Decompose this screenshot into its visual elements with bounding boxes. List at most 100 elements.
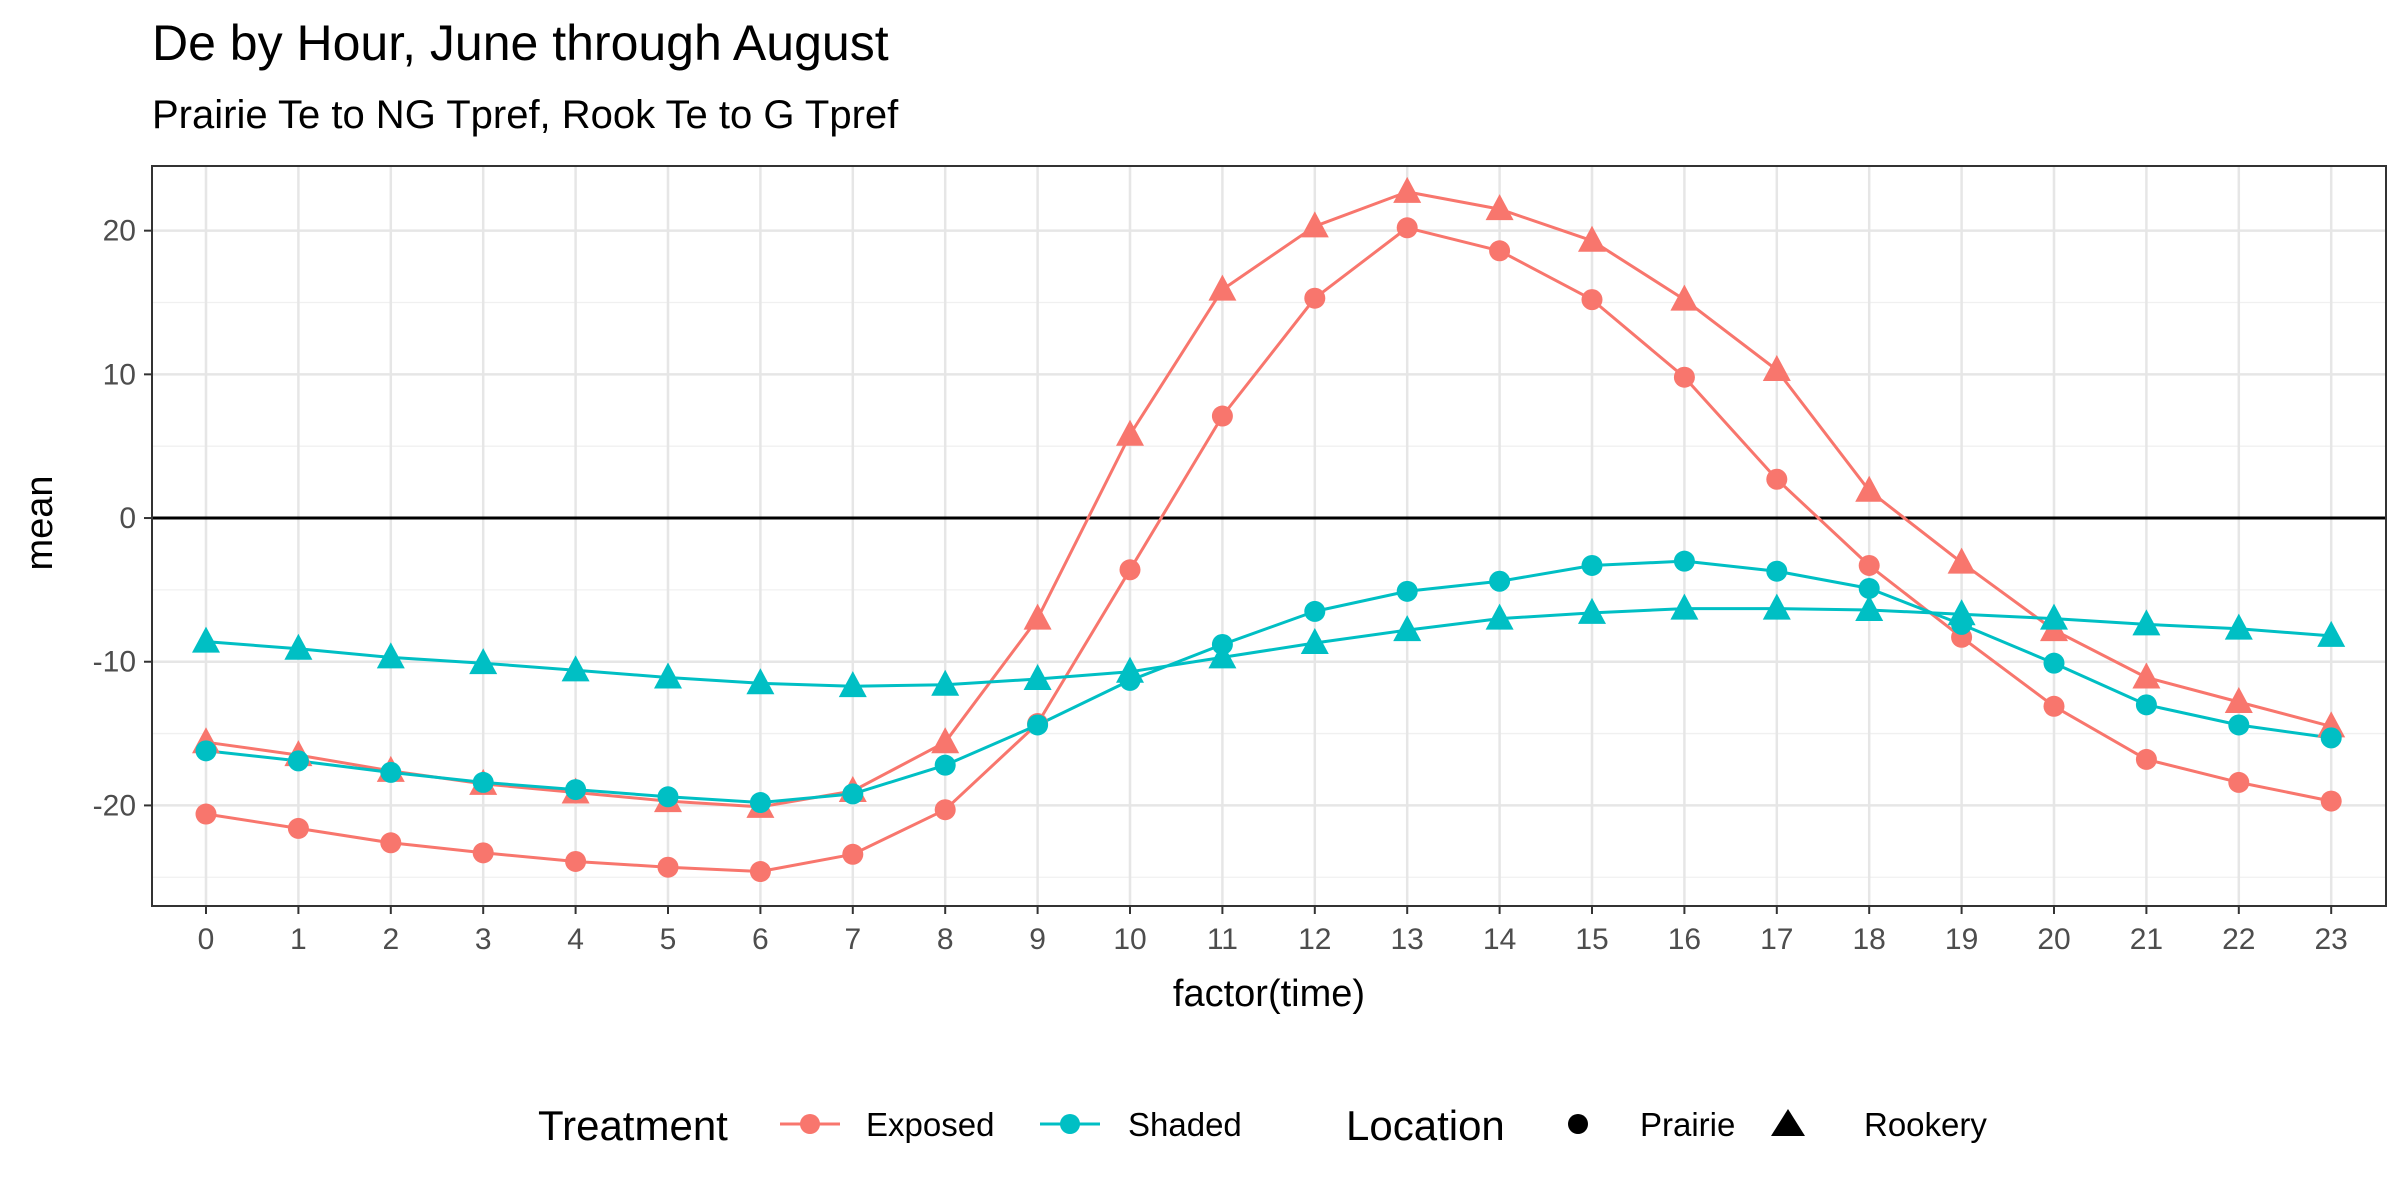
legend-label-shaded: Shaded (1128, 1106, 1242, 1143)
panel-border-rect (151, 165, 2387, 907)
x-tick-label: 8 (937, 923, 954, 956)
point-shaded-prairie-13 (1396, 580, 1418, 602)
point-shaded-rookery-5 (654, 662, 682, 689)
point-shaded-rookery-20 (2040, 603, 2068, 630)
point-shaded-rookery-12 (1300, 628, 1329, 655)
x-tick-label: 6 (752, 923, 769, 956)
legend: Treatment Exposed Shaded Location Prairi… (538, 1102, 1987, 1149)
chart-title: De by Hour, June through August (152, 15, 889, 71)
x-tick-label: 7 (844, 923, 861, 956)
point-exposed-rookery-18 (1855, 475, 1884, 502)
point-shaded-prairie-2 (380, 761, 402, 783)
point-shaded-rookery-9 (1023, 663, 1052, 690)
point-shaded-rookery-18 (1855, 595, 1884, 621)
point-exposed-prairie-18 (1858, 554, 1880, 576)
point-shaded-rookery-3 (469, 648, 498, 675)
point-exposed-prairie-13 (1396, 217, 1418, 239)
x-tick-label: 12 (1298, 923, 1331, 956)
point-exposed-prairie-0 (195, 803, 217, 825)
x-tick-label: 13 (1391, 923, 1424, 956)
chart-subtitle: Prairie Te to NG Tpref, Rook Te to G Tpr… (152, 93, 899, 137)
point-exposed-rookery-9 (1023, 603, 1052, 630)
x-tick-label: 18 (1853, 923, 1886, 956)
y-axis-title: mean (19, 475, 61, 570)
y-tick-label: 0 (119, 502, 136, 535)
point-exposed-rookery-8 (931, 727, 960, 754)
x-tick-label: 11 (1207, 923, 1238, 956)
point-exposed-rookery-21 (2132, 662, 2161, 689)
point-shaded-rookery-17 (1762, 593, 1791, 620)
series-points (192, 176, 2346, 883)
point-shaded-rookery-0 (192, 626, 220, 653)
y-tick-label: 20 (103, 215, 136, 248)
x-tick-label: 3 (475, 923, 492, 956)
point-shaded-prairie-7 (842, 783, 864, 805)
point-shaded-rookery-16 (1670, 593, 1699, 620)
legend-item-shaded: Shaded (1040, 1106, 1242, 1143)
point-exposed-rookery-19 (1947, 547, 1976, 574)
point-exposed-prairie-1 (287, 817, 309, 839)
point-exposed-rookery-15 (1578, 225, 1606, 252)
point-exposed-rookery-17 (1762, 355, 1791, 382)
point-exposed-rookery-13 (1393, 176, 1422, 203)
point-shaded-rookery-13 (1393, 615, 1422, 642)
series-line-shaded-rookery (205, 607, 2332, 688)
legend-item-exposed: Exposed (780, 1106, 994, 1143)
x-tick-label: 17 (1760, 923, 1793, 956)
point-shaded-prairie-21 (2135, 694, 2157, 716)
point-shaded-rookery-14 (1485, 603, 1514, 630)
point-shaded-rookery-21 (2132, 609, 2161, 636)
x-tick-label: 15 (1575, 923, 1608, 956)
point-exposed-rookery-12 (1300, 211, 1329, 238)
point-shaded-prairie-3 (472, 771, 494, 793)
x-tick-label: 14 (1483, 923, 1516, 956)
point-exposed-prairie-22 (2228, 771, 2250, 793)
point-shaded-prairie-8 (934, 754, 956, 776)
point-shaded-prairie-5 (657, 786, 679, 808)
point-exposed-rookery-16 (1670, 284, 1699, 311)
point-shaded-prairie-1 (287, 750, 309, 772)
point-shaded-rookery-23 (2317, 620, 2346, 647)
point-exposed-rookery-22 (2224, 686, 2253, 713)
point-shaded-rookery-6 (746, 668, 775, 695)
point-exposed-prairie-6 (749, 861, 771, 883)
legend-item-rookery: Rookery (1771, 1106, 1987, 1143)
y-tick-label: -10 (93, 646, 136, 679)
legend-title-treatment: Treatment (538, 1102, 728, 1149)
series-line-exposed-rookery (205, 190, 2332, 809)
plot-background (152, 166, 2386, 906)
point-shaded-rookery-7 (838, 671, 867, 698)
point-shaded-prairie-23 (2320, 727, 2342, 749)
series-lines (205, 190, 2332, 873)
point-exposed-rookery-11 (1208, 274, 1237, 301)
point-exposed-prairie-5 (657, 856, 679, 878)
point-exposed-prairie-8 (934, 799, 956, 821)
point-exposed-prairie-3 (472, 842, 494, 864)
x-tick-label: 20 (2037, 923, 2070, 956)
point-shaded-prairie-20 (2043, 652, 2065, 674)
legend-key-prairie-circle (1568, 1114, 1588, 1134)
plot-border (151, 165, 2387, 907)
point-shaded-rookery-2 (376, 642, 405, 669)
legend-label-exposed: Exposed (866, 1106, 994, 1143)
point-exposed-prairie-23 (2320, 790, 2342, 812)
x-axis: 0 1 2 3 4 5 6 7 8 9 10 11 12 13 14 15 16 17 18 19 20 21 22 23 (198, 906, 2348, 956)
series-line-exposed-prairie (205, 226, 2332, 873)
legend-key-exposed-point (800, 1114, 820, 1134)
point-shaded-prairie-18 (1858, 577, 1880, 599)
point-exposed-prairie-11 (1211, 405, 1233, 427)
x-tick-label: 9 (1029, 923, 1046, 956)
point-shaded-prairie-0 (195, 740, 217, 762)
point-shaded-prairie-16 (1673, 550, 1695, 572)
point-shaded-prairie-6 (749, 792, 771, 814)
x-tick-label: 5 (660, 923, 677, 956)
x-tick-label: 19 (1945, 923, 1978, 956)
point-exposed-prairie-20 (2043, 695, 2065, 717)
point-exposed-rookery-10 (1116, 419, 1144, 446)
x-tick-label: 16 (1668, 923, 1701, 956)
point-exposed-prairie-10 (1119, 559, 1141, 581)
x-tick-label: 2 (382, 923, 399, 956)
plot-panel (152, 166, 2386, 906)
x-tick-label: 4 (567, 923, 584, 956)
